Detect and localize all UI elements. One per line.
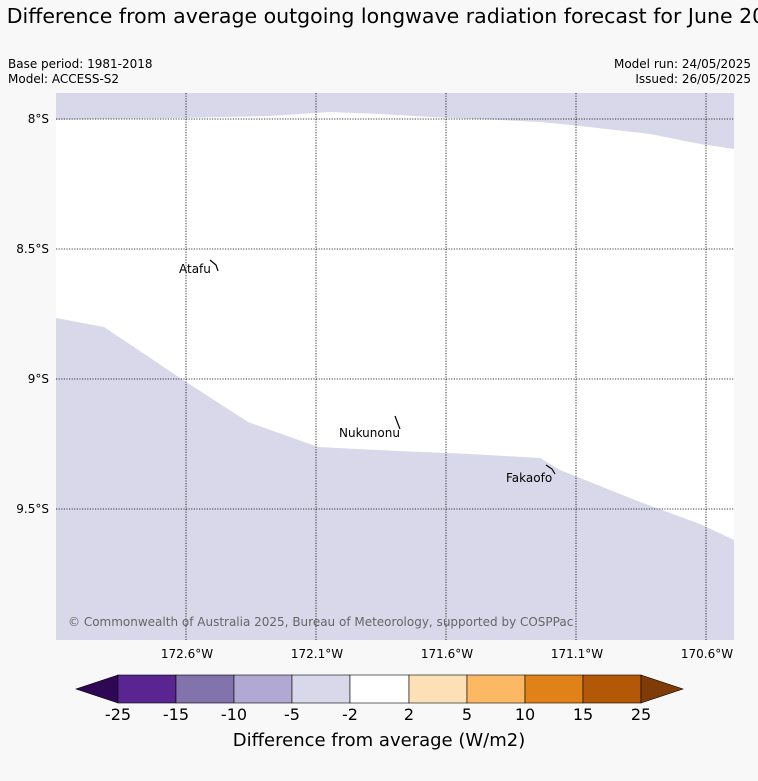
place-label-fakaofo: Fakaofo [506,471,552,485]
colorbar-classes [117,674,642,704]
issued-date: Issued: 26/05/2025 [635,72,751,86]
colorbar-title: Difference from average (W/m2) [232,730,526,751]
colorbar-class-box [291,674,351,704]
anomaly-region-north [56,93,734,149]
lon-tick-label: 171.6°W [421,647,473,661]
colorbar-class-box [117,674,177,704]
atoll-fakaofo [545,464,556,475]
copyright-notice: © Commonwealth of Australia 2025, Bureau… [68,615,573,629]
colorbar-tick-label: -5 [284,705,300,724]
lat-tick-label: 9.5°S [16,502,49,516]
model-run: Model run: 24/05/2025 [613,57,751,71]
colorbar-over-arrow [640,674,684,704]
atolls [209,259,556,475]
colorbar-class-box [349,674,410,704]
colorbar-class-box [408,674,468,704]
place-label-nukunonu: Nukunonu [339,426,400,440]
meta-left: Base period: 1981-2018 Model: ACCESS-S2 [8,57,153,87]
colorbar-tick-label: -2 [342,705,358,724]
map-title: Difference from average outgoing longwav… [6,4,758,28]
anomaly-region-south [56,318,734,640]
graticule [56,93,734,640]
colorbar [75,674,684,704]
colorbar-class-box [582,674,642,704]
base-period: Base period: 1981-2018 [8,57,153,71]
model-name: Model: ACCESS-S2 [8,72,120,86]
colorbar-tick-label: -10 [221,705,247,724]
lon-tick-label: 172.1°W [291,647,343,661]
lat-tick-label: 9°S [28,372,49,386]
lat-tick-label: 8°S [28,112,49,126]
colorbar-tick-label: 10 [515,705,535,724]
colorbar-class-box [233,674,293,704]
colorbar-under-arrow [75,674,119,704]
atoll-atafu [209,259,219,272]
lon-tick-label: 171.1°W [551,647,603,661]
colorbar-tick-label: 5 [462,705,472,724]
place-label-atafu: Atafu [179,262,211,276]
colorbar-class-box [466,674,526,704]
meta-right: Model run: 24/05/2025 Issued: 26/05/2025 [614,57,751,87]
colorbar-class-box [175,674,235,704]
lon-tick-label: 172.6°W [161,647,213,661]
colorbar-class-box [524,674,584,704]
lat-tick-label: 8.5°S [16,242,49,256]
colorbar-tick-label: 15 [573,705,593,724]
colorbar-tick-label: -25 [105,705,131,724]
colorbar-tick-label: 2 [404,705,414,724]
colorbar-tick-label: -15 [163,705,189,724]
colorbar-tick-label: 25 [631,705,651,724]
lon-tick-label: 170.6°W [681,647,733,661]
atoll-nukunonu [394,415,401,430]
